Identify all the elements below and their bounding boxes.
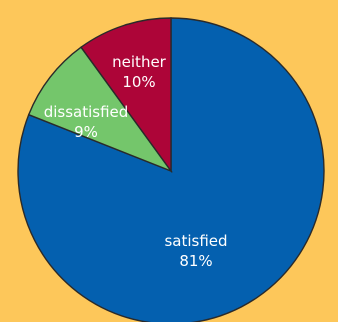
slice-value-neither: 10%: [122, 73, 155, 91]
pie-slice-neither: [80, 17, 172, 174]
pie-slice-dissatisfied: [27, 46, 173, 173]
pie-slice-satisfied: [17, 17, 325, 322]
slice-label-dissatisfied: dissatisfied: [44, 103, 129, 121]
slice-label-neither: neither: [112, 53, 167, 71]
slice-value-dissatisfied: 9%: [74, 123, 98, 141]
slice-value-satisfied: 81%: [179, 252, 212, 270]
slice-label-satisfied: satisfied: [164, 232, 227, 250]
